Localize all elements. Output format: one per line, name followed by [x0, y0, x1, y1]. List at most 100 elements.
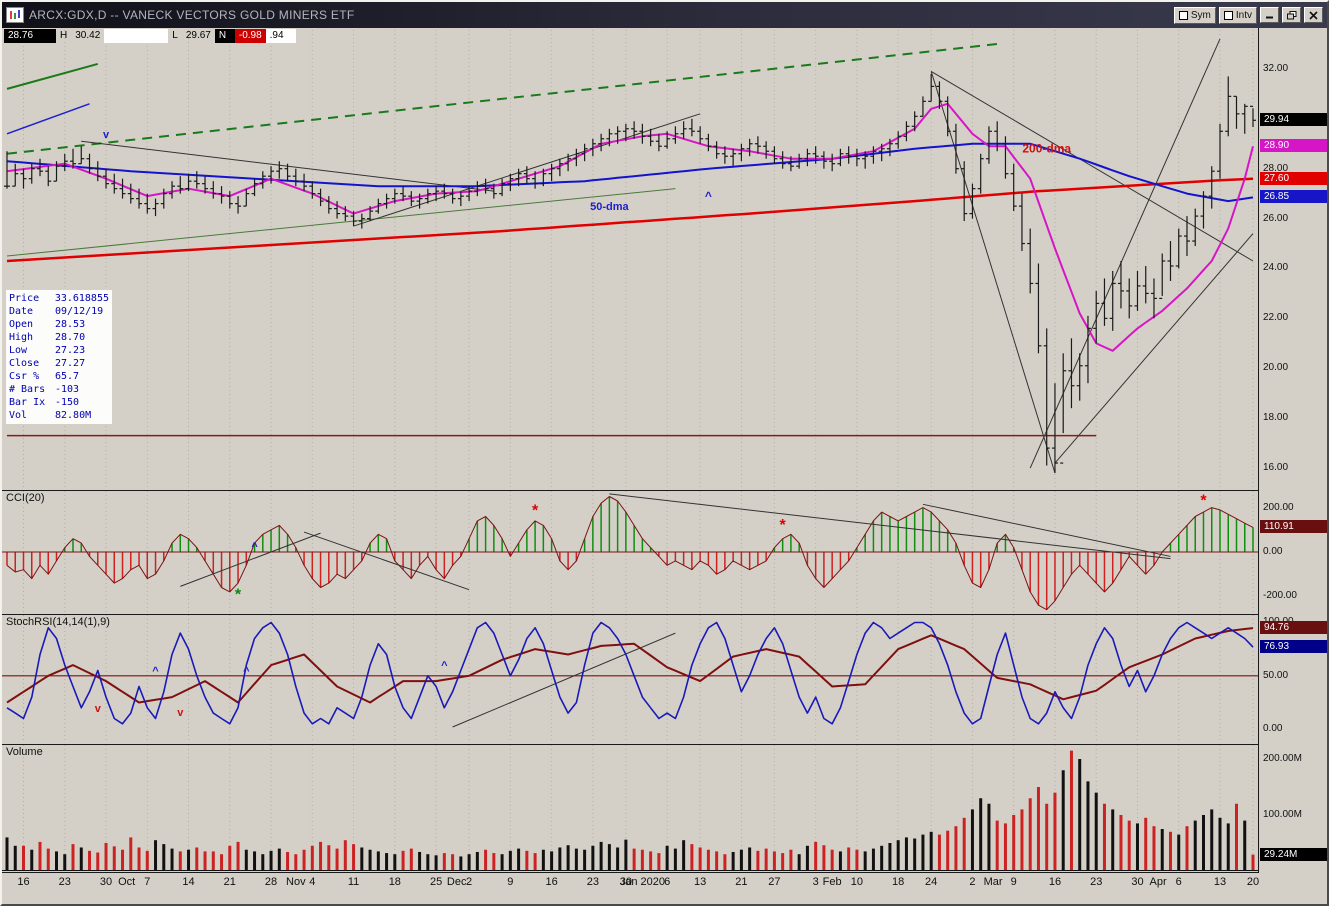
x-tick-label: Mar [983, 876, 1003, 888]
panel-divider [2, 490, 1259, 491]
svg-text:^: ^ [152, 665, 159, 677]
x-tick-label: 23 [586, 876, 599, 888]
symbol-button-label: Sym [1190, 9, 1211, 21]
stoch-d-line [6, 627, 1254, 704]
interval-button-label: Intv [1235, 9, 1252, 21]
x-tick-label: 30 [99, 876, 113, 888]
restore-button[interactable] [1282, 7, 1301, 23]
x-tick-label: 25 [429, 876, 443, 888]
x-tick-label: Oct [118, 876, 136, 888]
volume-bars [5, 750, 1255, 871]
symbol-icon [1178, 10, 1188, 20]
cci-panel[interactable]: * ^ * * * [2, 491, 1258, 613]
x-tick-label: 7 [144, 876, 151, 888]
gridlines [23, 615, 1254, 743]
x-tick-label: 2 [466, 876, 473, 888]
x-tick-label: 30 [1131, 876, 1144, 888]
x-tick-label: 13 [1213, 876, 1227, 888]
info-row: Close 27.27 [9, 358, 86, 369]
x-tick-label: 20 [1246, 876, 1260, 888]
price-axis-tick: 28.00 [1263, 162, 1289, 174]
titlebar[interactable]: ARCX:GDX,D -- VANECK VECTORS GOLD MINERS… [2, 2, 1327, 28]
stoch-markers: v ^ v ^ ^ [95, 660, 448, 719]
quote-chip: .94 [265, 29, 296, 43]
price-axis-tick: 18.00 [1263, 412, 1289, 424]
info-row: Bar Ix -150 [9, 397, 80, 408]
x-tick-label: 30 [619, 876, 632, 888]
info-row: Low 27.23 [9, 345, 86, 356]
x-tick-label: 18 [892, 876, 905, 888]
x-tick-label: 3 [812, 876, 819, 888]
x-tick-label: 6 [664, 876, 671, 888]
svg-text:v: v [177, 707, 184, 719]
cci-outline [6, 496, 1254, 611]
price-axis-tick: 16.00 [1263, 462, 1289, 474]
minimize-button[interactable] [1260, 7, 1279, 23]
quote-chip: L [172, 30, 178, 41]
stoch-axis-tick: 0.00 [1263, 723, 1283, 735]
info-row: Price 33.618855 [9, 293, 109, 304]
volume-axis-tick: 100.00M [1263, 809, 1302, 820]
x-tick-label: 9 [1010, 876, 1017, 888]
stoch-k-line [6, 621, 1254, 725]
interval-button[interactable]: Intv [1218, 6, 1257, 24]
svg-text:^: ^ [441, 660, 448, 672]
cci-axis-tick: -200.00 [1263, 590, 1297, 602]
volume-value-tag: 29.24M [1260, 847, 1327, 861]
x-tick-label: 16 [17, 876, 30, 888]
chart-area: 50-dma ^ v 200-dma * ^ * * * v ^ v ^ ^ CCI(20) Stoc… [2, 28, 1327, 904]
x-tick-label: 23 [58, 876, 71, 888]
volume-axis-tick: 200.00M [1263, 753, 1302, 764]
price-trendlines [6, 38, 1254, 474]
x-tick-label: 24 [925, 876, 938, 888]
axis-divider [1258, 28, 1259, 873]
svg-text:^: ^ [251, 541, 258, 553]
ohlc-bars [4, 73, 1256, 474]
x-tick-label: 16 [1048, 876, 1062, 888]
window-title: ARCX:GDX,D -- VANECK VECTORS GOLD MINERS… [29, 8, 355, 22]
price-panel[interactable]: 50-dma ^ v 200-dma [2, 30, 1258, 489]
price-value-tag: 27.60 [1260, 171, 1327, 185]
quote-chip: 28.76 [4, 29, 56, 43]
x-tick-label: Nov [286, 876, 306, 888]
x-tick-label: Apr [1149, 876, 1167, 888]
stoch-trendlines [452, 632, 676, 728]
x-tick-label: 2 [969, 876, 976, 888]
volume-panel-title: Volume [6, 746, 43, 758]
stochrsi-panel[interactable]: v ^ v ^ ^ [2, 615, 1258, 743]
gridlines [23, 30, 1254, 489]
info-row: Open 28.53 [9, 319, 86, 330]
minimize-icon [1266, 16, 1273, 19]
volume-panel[interactable] [2, 745, 1258, 871]
x-tick-label: Jan 2020 [619, 876, 666, 888]
stochrsi-panel-title: StochRSI(14,14(1),9) [6, 616, 110, 628]
restore-icon [1286, 10, 1296, 19]
svg-text:*: * [780, 517, 787, 534]
x-tick-label: 14 [182, 876, 195, 888]
cci-markers: * ^ * * * [235, 492, 1207, 603]
price-axis-tick: 24.00 [1263, 262, 1289, 274]
panel-divider [2, 614, 1259, 615]
svg-text:^: ^ [705, 189, 712, 203]
svg-text:v: v [103, 129, 110, 141]
cursor-info-box: Price 33.618855 Date 09/12/19 Open 28.53 High 2… [6, 290, 112, 424]
cci-axis-tick: 200.00 [1263, 501, 1294, 513]
symbol-button[interactable]: Sym [1173, 6, 1216, 24]
cci-panel-title: CCI(20) [6, 492, 45, 504]
close-icon [1309, 10, 1318, 20]
price-axis-tick: 20.00 [1263, 362, 1289, 374]
x-tick-label: Dec [446, 876, 467, 888]
x-tick-label: 23 [1090, 876, 1103, 888]
quote-chip [104, 29, 169, 43]
x-tick-label: 21 [223, 876, 236, 888]
x-tick-label: Feb [822, 876, 842, 888]
app-icon [6, 7, 24, 23]
x-tick-label: 27 [768, 876, 781, 888]
quote-chip: N [214, 29, 235, 43]
svg-text:*: * [1200, 492, 1207, 509]
info-row: # Bars -103 [9, 384, 80, 395]
stoch-axis-tick: 50.00 [1263, 669, 1289, 681]
close-button[interactable] [1304, 7, 1323, 23]
x-tick-label: 11 [347, 876, 360, 888]
